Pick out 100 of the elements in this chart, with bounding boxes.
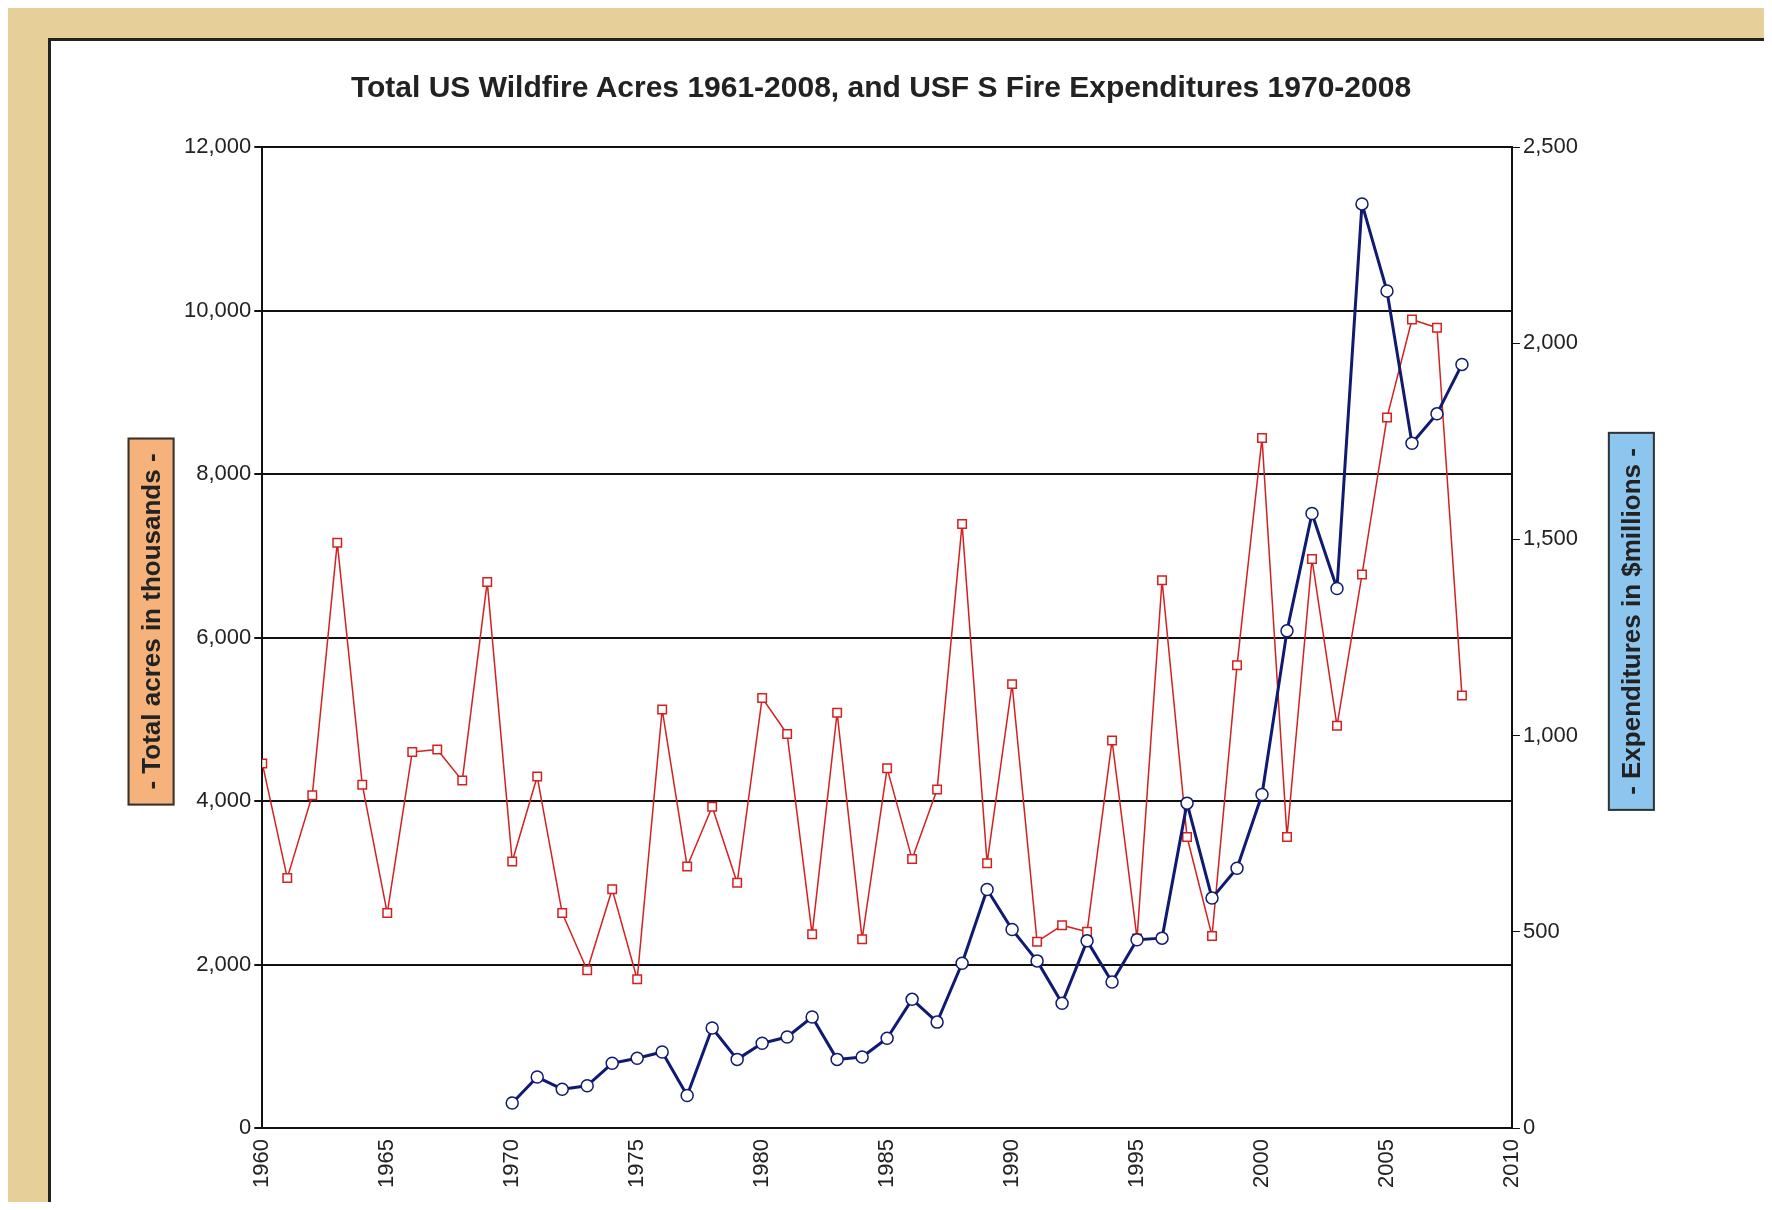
y-tick-label: 2,000 bbox=[196, 950, 252, 976]
point bbox=[805, 1010, 819, 1024]
point bbox=[980, 882, 994, 897]
point bbox=[332, 537, 343, 548]
y-axis-title: - Total acres in thousands - bbox=[127, 437, 175, 806]
point bbox=[1357, 569, 1367, 580]
point bbox=[957, 518, 968, 529]
point bbox=[1157, 575, 1168, 586]
point bbox=[732, 877, 743, 888]
y-tick-label: 4,000 bbox=[196, 787, 252, 813]
point bbox=[1456, 690, 1467, 701]
x-tick-label: 1995 bbox=[1123, 1139, 1149, 1189]
point bbox=[1032, 936, 1043, 947]
point bbox=[1431, 322, 1442, 333]
point bbox=[830, 1052, 844, 1067]
x-tick-label: 1970 bbox=[498, 1139, 524, 1189]
point bbox=[857, 934, 868, 945]
point bbox=[882, 763, 893, 774]
x-tick-label: 1980 bbox=[748, 1139, 774, 1189]
y-tick-label: 6,000 bbox=[196, 623, 252, 649]
point bbox=[1332, 720, 1342, 731]
point bbox=[755, 1036, 769, 1051]
point bbox=[1282, 832, 1292, 842]
point bbox=[1405, 436, 1419, 451]
point bbox=[1057, 920, 1068, 931]
point bbox=[905, 992, 919, 1007]
point bbox=[655, 1045, 669, 1059]
point bbox=[507, 856, 518, 867]
point bbox=[432, 744, 443, 755]
x-tick-label: 1965 bbox=[373, 1139, 399, 1189]
point bbox=[1055, 996, 1069, 1011]
x-tick-label: 1975 bbox=[623, 1139, 649, 1189]
point bbox=[982, 858, 993, 869]
point bbox=[1107, 735, 1118, 746]
point bbox=[955, 956, 969, 970]
point bbox=[782, 729, 793, 739]
x-tick-label: 1985 bbox=[873, 1139, 899, 1189]
point bbox=[680, 1088, 694, 1103]
y2-tick-label: 2,000 bbox=[1522, 329, 1579, 355]
point bbox=[630, 1051, 644, 1065]
point bbox=[880, 1031, 894, 1045]
x-tick-label: 2000 bbox=[1248, 1139, 1274, 1189]
point bbox=[1007, 679, 1018, 690]
point bbox=[807, 929, 818, 940]
point bbox=[382, 908, 393, 919]
point bbox=[1232, 660, 1243, 671]
point bbox=[930, 1015, 944, 1029]
point bbox=[1005, 922, 1019, 937]
x-tick-label: 2010 bbox=[1498, 1139, 1524, 1189]
point bbox=[505, 1096, 519, 1110]
point bbox=[357, 779, 368, 790]
point bbox=[1030, 954, 1044, 968]
point bbox=[407, 746, 418, 757]
y-tick-label: 0 bbox=[239, 1114, 252, 1140]
point bbox=[1205, 891, 1219, 905]
chart-title: Total US Wildfire Acres 1961-2008, and USF S Fire Expenditures 1970-2008 bbox=[350, 70, 1412, 104]
y2-tick-label: 0 bbox=[1522, 1114, 1536, 1140]
point bbox=[855, 1050, 869, 1064]
x-tick-label: 1960 bbox=[248, 1139, 274, 1189]
y2-tick-label: 2,500 bbox=[1522, 133, 1579, 159]
point bbox=[757, 693, 768, 704]
point bbox=[730, 1052, 744, 1067]
point bbox=[530, 1070, 544, 1084]
point bbox=[632, 974, 643, 985]
point bbox=[1155, 931, 1169, 945]
point bbox=[1105, 975, 1119, 989]
y2-tick-label: 1,500 bbox=[1522, 525, 1579, 551]
point bbox=[1455, 357, 1469, 372]
point bbox=[457, 775, 468, 786]
point bbox=[1430, 407, 1444, 421]
point bbox=[1406, 314, 1417, 325]
y2-axis-title: - Expenditures in $millions - bbox=[1607, 432, 1655, 811]
point bbox=[1080, 934, 1094, 948]
point bbox=[1380, 284, 1394, 298]
point bbox=[1305, 506, 1319, 521]
point bbox=[780, 1030, 794, 1044]
y2-tick-label: 500 bbox=[1522, 917, 1560, 943]
point bbox=[1330, 581, 1344, 596]
point bbox=[582, 965, 593, 976]
x-tick-label: 2005 bbox=[1373, 1139, 1399, 1189]
point bbox=[932, 784, 943, 795]
point bbox=[1257, 433, 1268, 444]
point bbox=[1307, 554, 1317, 565]
point bbox=[282, 872, 293, 883]
point bbox=[1230, 861, 1244, 876]
y-tick-label: 8,000 bbox=[196, 460, 252, 486]
y-tick-label: 10,000 bbox=[183, 296, 252, 322]
point bbox=[1182, 832, 1193, 842]
point bbox=[1207, 930, 1218, 941]
x-tick-label: 1990 bbox=[998, 1139, 1024, 1189]
point bbox=[832, 707, 843, 718]
point bbox=[707, 801, 718, 812]
point bbox=[555, 1082, 569, 1096]
point bbox=[557, 908, 568, 919]
point bbox=[482, 576, 493, 587]
point bbox=[907, 854, 918, 865]
point bbox=[682, 861, 693, 872]
point bbox=[1355, 197, 1369, 211]
point bbox=[605, 1056, 619, 1071]
point bbox=[657, 704, 668, 715]
